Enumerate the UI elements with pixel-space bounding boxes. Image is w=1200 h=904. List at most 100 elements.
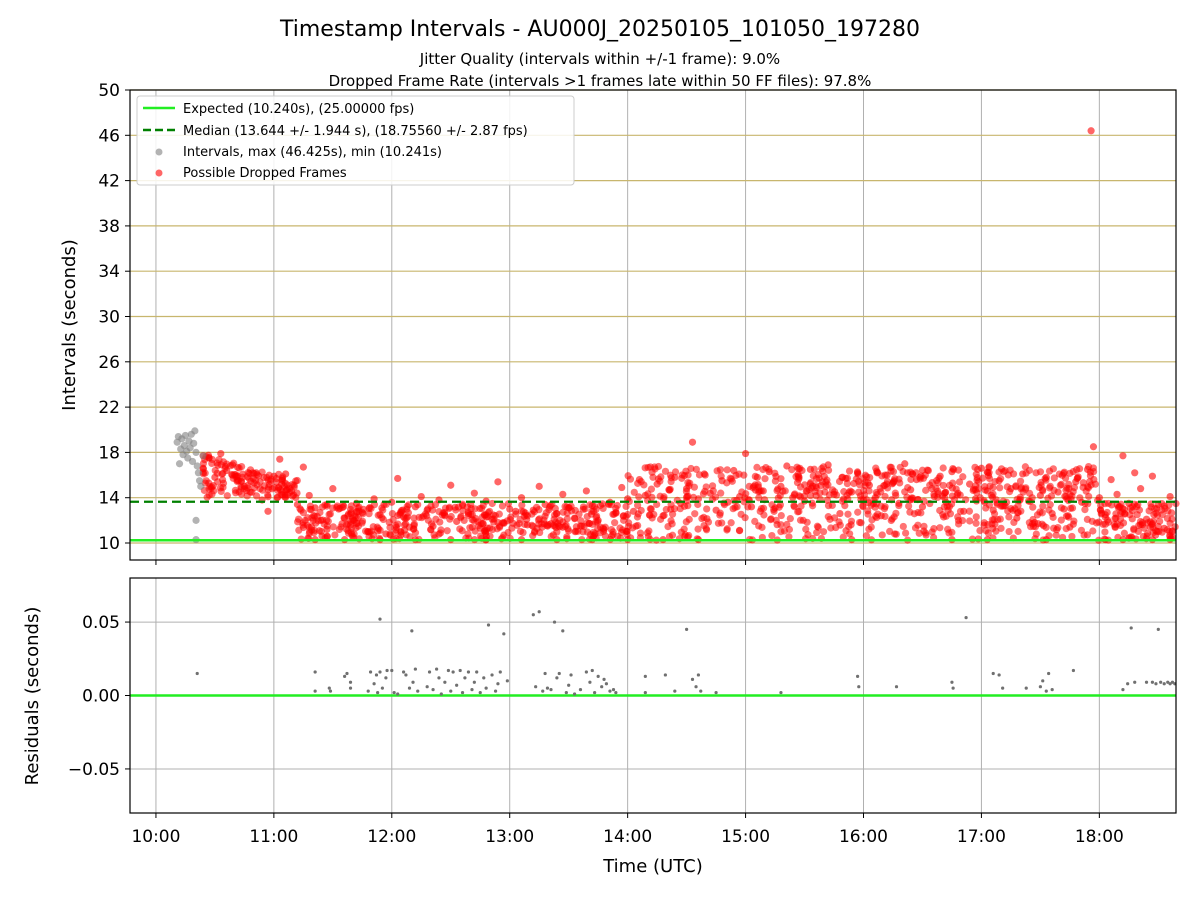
dropped-frame-point bbox=[712, 506, 720, 514]
dropped-frame-point bbox=[871, 494, 879, 502]
residual-point bbox=[449, 689, 453, 693]
dropped-frame-point bbox=[1119, 452, 1127, 460]
dropped-frame-point bbox=[563, 533, 571, 541]
dropped-frame-point bbox=[570, 514, 579, 522]
dropped-frame-point bbox=[984, 529, 992, 537]
dropped-frame-point bbox=[941, 488, 949, 497]
dropped-frame-point bbox=[1113, 501, 1121, 509]
dropped-frame-point bbox=[703, 505, 711, 513]
dropped-frame-point bbox=[264, 486, 272, 494]
residual-point bbox=[390, 668, 394, 673]
residual-point bbox=[1168, 682, 1172, 686]
dropped-frame-point bbox=[747, 503, 756, 511]
dropped-frame-point bbox=[881, 503, 889, 511]
dropped-frame-point bbox=[611, 519, 619, 527]
residual-point bbox=[561, 629, 565, 633]
dropped-frame-point bbox=[453, 517, 461, 526]
residual-point bbox=[496, 682, 500, 686]
dropped-frame-point bbox=[982, 504, 990, 512]
residual-point bbox=[1038, 685, 1042, 689]
legend-swatch-dropped bbox=[155, 169, 163, 177]
residual-point bbox=[407, 686, 412, 690]
dropped-frame-point bbox=[240, 482, 248, 490]
interval-point bbox=[192, 516, 200, 524]
bottom-y-tick-label: 0.05 bbox=[82, 613, 120, 633]
residual-point bbox=[531, 613, 535, 617]
residual-point bbox=[696, 673, 701, 677]
dropped-frame-point bbox=[293, 476, 301, 485]
dropped-frame-point bbox=[856, 481, 864, 489]
dropped-frame-point bbox=[996, 515, 1004, 523]
residual-point bbox=[460, 690, 465, 695]
dropped-frame-point bbox=[930, 492, 938, 501]
dropped-frame-point bbox=[223, 466, 231, 475]
dropped-frame-point bbox=[889, 479, 897, 487]
dropped-frame-point bbox=[217, 461, 225, 469]
dropped-frame-point bbox=[429, 522, 437, 530]
dropped-frame-point bbox=[920, 497, 928, 505]
dropped-frame-point bbox=[824, 481, 832, 489]
dropped-frame-point bbox=[682, 518, 690, 526]
dropped-frame-point bbox=[445, 504, 453, 513]
dropped-frame-point bbox=[1030, 519, 1039, 527]
dropped-frame-point bbox=[845, 467, 854, 475]
dropped-frame-point bbox=[1019, 470, 1027, 478]
residual-point bbox=[505, 679, 509, 683]
interval-point bbox=[197, 482, 205, 490]
residual-point bbox=[327, 686, 331, 690]
dropped-frame-point bbox=[553, 509, 561, 518]
dropped-frame-point bbox=[456, 525, 464, 533]
bottom-y-tick-label: 0.00 bbox=[82, 687, 120, 707]
dropped-frame-point bbox=[724, 498, 732, 506]
residual-point bbox=[964, 616, 968, 620]
x-tick-label: 13:00 bbox=[485, 827, 534, 847]
residual-point bbox=[557, 671, 561, 676]
dropped-frame-point bbox=[365, 504, 373, 513]
dropped-frame-point bbox=[899, 467, 907, 476]
dropped-frame-point bbox=[944, 525, 952, 533]
residual-point bbox=[466, 670, 471, 674]
dropped-frame-point bbox=[281, 493, 289, 501]
dropped-frame-point bbox=[716, 466, 724, 474]
dropped-frame-point bbox=[702, 483, 710, 491]
dropped-frame-point bbox=[854, 469, 862, 477]
dropped-frame-point bbox=[635, 475, 644, 484]
legend-label-expected: Expected (10.240s), (25.00000 fps) bbox=[183, 102, 414, 117]
dropped-frame-point bbox=[303, 521, 311, 529]
residual-point bbox=[313, 689, 317, 693]
dropped-frame-point bbox=[735, 526, 744, 534]
residual-point bbox=[348, 686, 353, 690]
legend: Expected (10.240s), (25.00000 fps) Media… bbox=[136, 95, 575, 186]
dropped-frame-point bbox=[821, 488, 829, 496]
dropped-frame-point bbox=[891, 530, 899, 538]
residual-point bbox=[1041, 679, 1045, 683]
dropped-frame-point bbox=[430, 531, 438, 539]
dropped-frame-point bbox=[959, 473, 967, 481]
dropped-frame-point bbox=[730, 466, 738, 475]
residual-point bbox=[608, 689, 612, 693]
dropped-frame-point bbox=[512, 507, 520, 515]
dropped-frame-point bbox=[691, 510, 699, 518]
residual-point bbox=[446, 668, 450, 673]
dropped-frame-point bbox=[1014, 527, 1022, 535]
top-y-axis-label: Intervals (seconds) bbox=[59, 239, 80, 411]
dropped-frame-point bbox=[369, 523, 377, 531]
dropped-frame-point bbox=[518, 501, 526, 509]
residual-point bbox=[1156, 627, 1160, 632]
residual-point bbox=[1121, 688, 1125, 692]
dropped-frame-point bbox=[205, 454, 213, 462]
dropped-frame-point bbox=[965, 507, 974, 515]
residual-point bbox=[1159, 680, 1163, 684]
dropped-frame-point bbox=[846, 530, 854, 538]
dropped-frame-point bbox=[881, 492, 889, 501]
residual-point bbox=[1144, 680, 1149, 684]
dropped-frame-point bbox=[671, 473, 679, 481]
dropped-frame-point bbox=[901, 488, 909, 496]
dropped-frame-point bbox=[264, 507, 272, 515]
dropped-frame-point bbox=[848, 488, 856, 496]
residual-point bbox=[600, 685, 604, 689]
dropped-frame-point bbox=[565, 504, 573, 512]
dropped-frame-point bbox=[382, 530, 390, 538]
x-tick-label: 18:00 bbox=[1075, 827, 1124, 847]
dropped-frame-point bbox=[801, 481, 809, 489]
